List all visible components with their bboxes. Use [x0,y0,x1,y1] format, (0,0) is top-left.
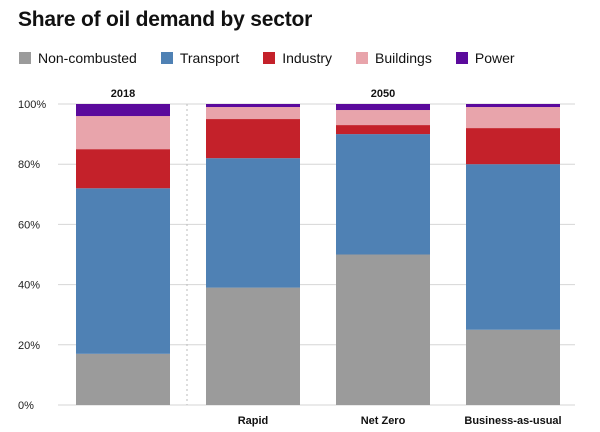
bar-segment [336,104,430,111]
bar-segment [76,104,170,117]
legend-label: Transport [179,50,240,66]
legend-label: Industry [282,50,333,66]
legend-label: Non-combusted [38,50,137,66]
x-category-label: Net Zero [361,415,406,427]
legend-label: Buildings [375,50,432,66]
y-tick-label: 40% [18,280,40,292]
bar-segment [336,110,430,126]
y-tick-label: 80% [18,159,40,171]
bar-segment [206,119,300,159]
legend-swatch [19,52,31,64]
bar-segment [466,164,560,330]
legend-swatch [263,52,276,64]
bar-segment [336,125,430,135]
y-tick-label: 60% [18,219,40,231]
legend-item-industry: Industry [263,50,332,66]
bar-segment [76,353,170,405]
x-category-label: Rapid [238,415,269,427]
group-label-2050: 2050 [371,88,395,100]
bar-segment [206,104,300,108]
bar-segment [76,188,170,354]
bar-segment [76,116,170,150]
bar-segment [466,107,560,129]
legend-item-buildings: Buildings [356,50,432,66]
bar-segment [466,329,560,405]
bar-segment [76,149,170,189]
legend-swatch [455,52,468,64]
bar-segment [206,287,300,405]
bar-segment [466,128,560,165]
y-tick-label: 0% [18,400,34,412]
legend-item-non-combusted: Non-combusted [19,50,137,66]
legend-label: Power [474,50,515,66]
legend-item-power: Power [455,50,515,66]
bar-segment [206,107,300,120]
y-tick-label: 20% [18,340,40,352]
bar-segment [336,134,430,255]
legend: Non-combusted Transport Industry Buildin… [19,50,539,66]
bar-segment [466,104,560,108]
x-category-label: Business-as-usual [464,415,561,427]
bar-segment [336,254,430,405]
group-label-2018: 2018 [111,88,135,100]
bar-segment [206,158,300,288]
chart-title: Share of oil demand by sector [18,8,313,31]
legend-item-transport: Transport [160,50,240,66]
legend-swatch [356,52,369,64]
y-tick-label: 100% [18,99,46,111]
legend-swatch [160,52,173,64]
